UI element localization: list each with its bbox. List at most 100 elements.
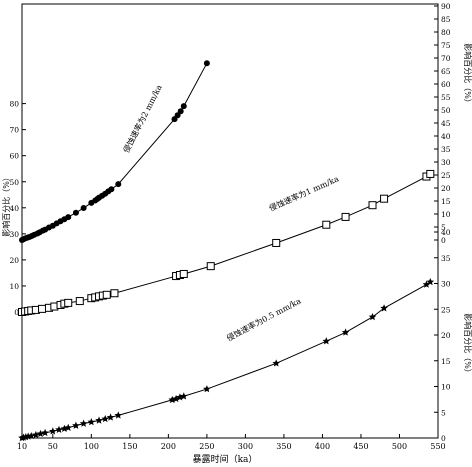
data-point-2-15 (95, 416, 103, 424)
data-point-2-28 (380, 304, 388, 312)
right-top-tick-label-25: 25 (441, 171, 451, 180)
data-point-2-6 (36, 429, 45, 438)
data-point-2-16 (101, 414, 109, 423)
series-label-1: 侵蚀速率为1 mm/ka (267, 173, 340, 213)
left-tick-label-50: 50 (9, 178, 19, 187)
right-axis-bottom-label: 影响百分比（%） (463, 313, 472, 377)
data-point-1-23 (322, 220, 331, 229)
right-top-tick-label-80: 80 (441, 28, 451, 37)
data-point-0-19 (80, 205, 87, 212)
right-top-tick-label-70: 70 (441, 54, 451, 63)
data-point-2-13 (79, 419, 88, 427)
right-top-tick-label-15: 15 (441, 197, 451, 206)
right-bottom-tick-label-15: 15 (441, 357, 451, 366)
left-tick-label-0: 0 (14, 308, 19, 317)
right-top-tick-label-5: 5 (441, 223, 446, 232)
x-tick-label-200: 200 (161, 442, 176, 451)
data-point-1-21 (206, 262, 215, 271)
x-tick-label-50: 50 (48, 442, 58, 451)
series-labels: 侵蚀速率为2 mm/ka 侵蚀速率为1 mm/ka 侵蚀速率为0.5 mm/ka (121, 83, 341, 343)
data-point-0-31 (177, 108, 184, 115)
right-top-tick-label-40: 40 (441, 132, 451, 141)
data-point-0-27 (108, 186, 115, 193)
data-point-0-17 (65, 214, 72, 221)
left-tick-label-40: 40 (9, 204, 19, 213)
right-top-tick-label-45: 45 (441, 119, 451, 128)
data-point-2-14 (87, 418, 96, 426)
series-layer (18, 60, 435, 442)
series-label-2: 侵蚀速率为0.5 mm/ka (225, 295, 303, 343)
data-point-2-25 (322, 337, 331, 345)
data-point-2-17 (106, 413, 115, 421)
right-bottom-tick-label-10: 10 (441, 383, 451, 392)
data-point-0-28 (115, 181, 122, 188)
left-tick-label-10: 10 (9, 282, 19, 291)
left-axis: 0 10 20 30 40 50 60 70 80 (9, 100, 26, 317)
right-top-tick-label-90: 90 (441, 2, 451, 11)
x-axis-label: 暴露时间（ka） (193, 453, 258, 465)
right-bottom-tick-label-20: 20 (441, 331, 451, 340)
right-bottom-tick-label-25: 25 (441, 305, 451, 314)
data-point-0-18 (72, 209, 79, 216)
right-bottom-tick-label-40: 40 (441, 228, 451, 237)
left-tick-label-60: 60 (9, 152, 19, 161)
x-tick-label-10: 10 (17, 442, 27, 451)
left-tick-label-30: 30 (9, 230, 19, 239)
data-point-1-17 (110, 289, 119, 298)
x-tick-label-550: 550 (430, 442, 445, 451)
data-point-2-26 (341, 328, 350, 336)
data-point-2-18 (114, 411, 123, 419)
plot-frame (21, 3, 439, 439)
x-tick-label-500: 500 (392, 442, 407, 451)
data-point-0-32 (180, 103, 187, 110)
right-top-tick-label-30: 30 (441, 158, 451, 167)
right-top-tick-label-60: 60 (441, 80, 451, 89)
data-point-1-5 (38, 304, 47, 313)
data-point-1-20 (179, 269, 188, 278)
right-top-tick-label-20: 20 (441, 184, 451, 193)
data-point-1-10 (64, 298, 73, 307)
data-point-2-24 (272, 359, 281, 367)
left-tick-label-70: 70 (9, 126, 19, 135)
series-line-1 (21, 173, 431, 313)
x-tick-label-350: 350 (276, 442, 291, 451)
right-top-tick-label-35: 35 (441, 145, 451, 154)
data-point-2-27 (368, 312, 377, 321)
data-point-1-24 (341, 212, 350, 221)
right-top-tick-label-75: 75 (441, 41, 451, 50)
x-tick-label-100: 100 (84, 442, 99, 451)
data-point-1-26 (380, 194, 389, 203)
series-line-0 (21, 62, 208, 241)
right-top-tick-label-10: 10 (441, 210, 451, 219)
data-point-2-12 (72, 421, 80, 429)
x-tick-label-150: 150 (122, 442, 137, 451)
right-bottom-tick-label-35: 35 (441, 254, 451, 263)
left-tick-label-20: 20 (9, 256, 19, 265)
data-point-2-22 (179, 392, 188, 400)
data-point-2-11 (64, 423, 73, 431)
x-tick-label-300: 300 (238, 442, 253, 451)
data-point-0-33 (203, 60, 210, 67)
data-point-2-7 (41, 428, 49, 437)
data-point-2-29 (422, 280, 431, 288)
data-point-1-28 (426, 169, 435, 178)
series-0 (19, 60, 210, 243)
data-point-2-30 (426, 277, 435, 286)
right-bottom-tick-label-0: 0 (441, 434, 446, 443)
data-point-1-25 (368, 201, 377, 210)
series-1 (18, 169, 435, 316)
data-point-1-22 (272, 238, 281, 247)
right-top-tick-label-65: 65 (441, 67, 451, 76)
right-top-tick-label-85: 85 (441, 15, 451, 24)
series-line-2 (21, 281, 431, 439)
x-axis: 10 50 100 150 200 250 300 350 400 450 500 550 (17, 434, 446, 451)
data-point-2-4 (27, 431, 36, 440)
data-point-2-8 (49, 427, 57, 435)
series-label-0: 侵蚀速率为2 mm/ka (121, 83, 164, 155)
x-tick-label-400: 400 (315, 442, 330, 451)
data-point-2-9 (55, 425, 63, 433)
right-top-tick-label-55: 55 (441, 93, 451, 102)
left-tick-label-80: 80 (9, 100, 19, 109)
right-top-tick-label-50: 50 (441, 106, 451, 115)
